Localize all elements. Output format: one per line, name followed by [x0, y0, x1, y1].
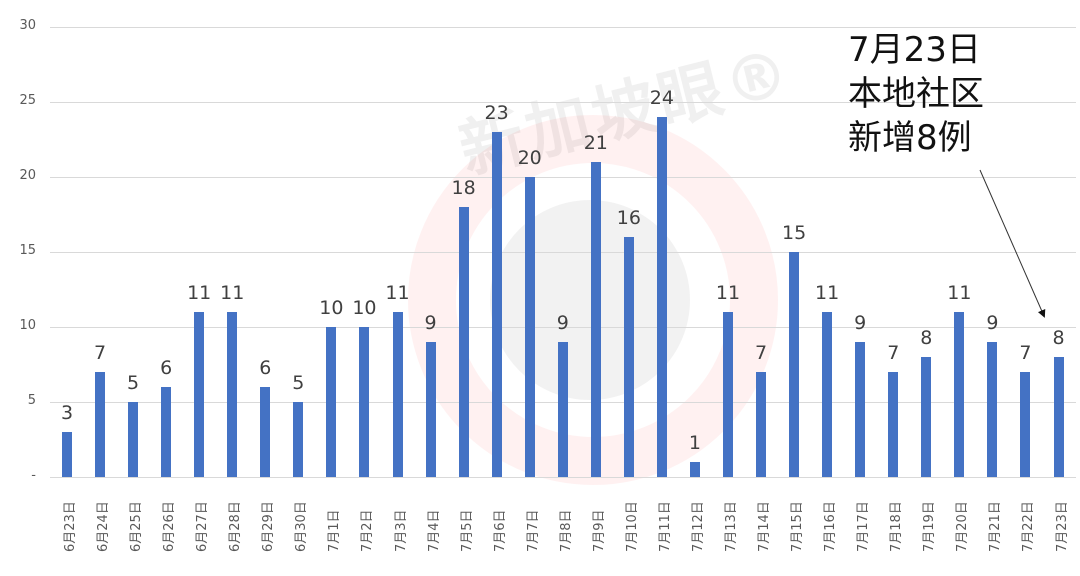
- bar: [623, 237, 634, 477]
- data-label: 8: [920, 327, 933, 349]
- data-label: 15: [782, 222, 807, 244]
- bar: [954, 312, 965, 477]
- bar: [557, 342, 568, 477]
- y-tick-label: -: [31, 468, 36, 483]
- bar: [227, 312, 238, 477]
- y-tick-label: 15: [19, 243, 36, 258]
- bar: [656, 117, 667, 477]
- data-label: 9: [424, 312, 437, 334]
- data-label: 1: [688, 432, 701, 454]
- gridline: [50, 252, 1076, 253]
- bar: [128, 402, 139, 477]
- bar: [326, 327, 337, 477]
- data-label: 7: [887, 342, 900, 364]
- bar: [359, 327, 370, 477]
- bar: [789, 252, 800, 477]
- y-tick-label: 25: [19, 93, 36, 108]
- bar: [822, 312, 833, 477]
- bar: [1053, 357, 1064, 477]
- data-label: 11: [947, 282, 972, 304]
- data-label: 11: [715, 282, 741, 304]
- data-label: 7: [94, 342, 107, 364]
- bar: [95, 372, 106, 477]
- gridline: [50, 327, 1076, 328]
- data-label: 5: [292, 372, 305, 394]
- annotation-line-region: 本地社区: [848, 74, 984, 114]
- bar: [260, 387, 271, 477]
- bar: [888, 372, 899, 477]
- y-tick-label: 30: [19, 18, 36, 33]
- bar: [293, 402, 304, 477]
- y-tick-label: 10: [19, 318, 36, 333]
- data-label: 9: [556, 312, 569, 334]
- bar: [194, 312, 205, 477]
- bar: [921, 357, 932, 477]
- data-label: 9: [986, 312, 999, 334]
- bar: [491, 132, 502, 477]
- data-label: 10: [319, 297, 344, 319]
- y-tick-label: 20: [19, 168, 36, 183]
- annotation-text: 7月23日 本地社区 新增8例: [848, 28, 984, 160]
- data-label: 20: [517, 147, 542, 169]
- data-label: 11: [187, 282, 212, 304]
- data-label: 8: [1052, 327, 1065, 349]
- annotation-line-date: 7月23日: [848, 30, 981, 70]
- bar: [524, 177, 535, 477]
- gridline: [50, 477, 1076, 478]
- data-label: 10: [352, 297, 377, 319]
- gridline: [50, 27, 1076, 28]
- bar: [458, 207, 469, 477]
- data-label: 11: [220, 282, 245, 304]
- bar: [392, 312, 403, 477]
- data-label: 9: [854, 312, 867, 334]
- watermark-core: [490, 200, 690, 400]
- data-label: 16: [616, 207, 641, 229]
- bar: [1020, 372, 1031, 477]
- bar: [723, 312, 733, 477]
- gridline: [50, 177, 1076, 178]
- data-label: 6: [259, 357, 272, 379]
- data-label: 11: [385, 282, 410, 304]
- bar: [756, 372, 767, 477]
- data-label: 7: [1019, 342, 1032, 364]
- data-label: 6: [160, 357, 173, 379]
- data-label: 3: [60, 402, 74, 424]
- data-label: 21: [583, 132, 608, 154]
- data-label: 5: [127, 372, 140, 394]
- bar: [161, 387, 172, 477]
- data-label: 7: [755, 342, 768, 364]
- bar: [987, 342, 998, 477]
- y-tick-label: 5: [27, 393, 36, 408]
- bar: [855, 342, 866, 477]
- data-label: 24: [649, 87, 674, 109]
- bar: [425, 342, 436, 477]
- bar: [62, 432, 72, 477]
- bar: [590, 162, 601, 477]
- annotation-line-count: 新增8例: [848, 118, 972, 158]
- bar: [689, 462, 700, 477]
- data-label: 18: [451, 177, 476, 199]
- data-label: 11: [815, 282, 840, 304]
- gridline: [50, 102, 1076, 103]
- data-label: 23: [484, 102, 509, 124]
